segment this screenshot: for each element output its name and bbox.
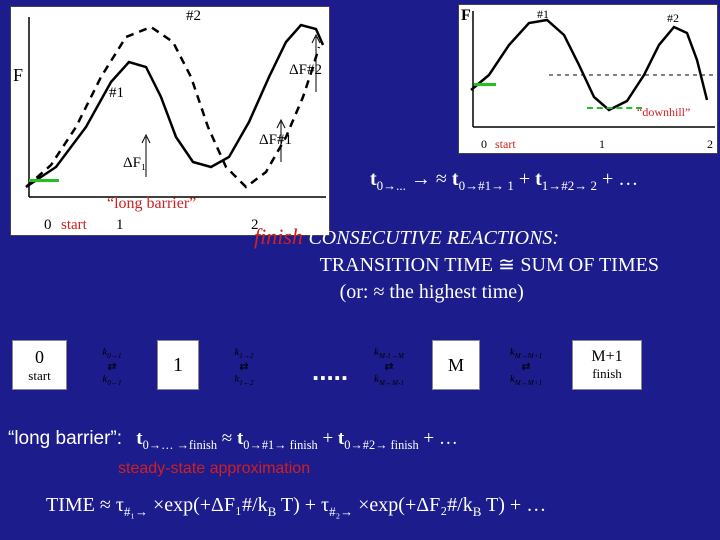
reaction-chain: 0 start 1 M M+1 finish k0→1⇄k0←1 k1→2⇄k1… — [12, 330, 702, 400]
graph1-long-barrier: “long barrier” — [107, 195, 196, 213]
headline-l1: CONSECUTIVE REACTIONS: — [308, 227, 559, 249]
eq1-lhs: t — [370, 168, 377, 190]
graph2-start: start — [495, 137, 516, 152]
graph2-tick-1: 1 — [599, 137, 605, 152]
equation-2: “long barrier”: t0→… →finish ≈ t0→#1→ fi… — [8, 428, 458, 453]
graph1-start-label: start — [61, 217, 87, 234]
energy-graph-1: F #1 #2 ΔF₁ ΔF#1 ΔF#2 “long barrier” 0 s… — [10, 6, 330, 236]
chain-box-0: 0 start — [12, 340, 67, 390]
graph1-curves — [11, 7, 331, 202]
graph2-mid-level — [587, 107, 642, 109]
graph1-dFnum1: ΔF#1 — [259, 132, 292, 149]
headline-l2c: SUM OF TIMES — [520, 254, 659, 276]
graph2-start-level — [474, 83, 496, 86]
chain-box-2: M — [432, 340, 480, 390]
headline-l3: (or: ≈ the highest time) — [340, 281, 524, 303]
headline-l2a: TRANSITION TIME — [320, 254, 499, 276]
chain-arrows-3: kM→M+1⇄kM←M+1 — [482, 346, 570, 387]
steady-state-text: steady-state approximation — [118, 460, 310, 478]
headline-l2b: ≅ — [498, 254, 515, 276]
graph1-start-level — [29, 179, 59, 182]
chain-dots: ..... — [312, 356, 348, 387]
graph1-peak2-label: #2 — [186, 8, 201, 25]
graph1-y-label: F — [13, 65, 23, 86]
chain-arrows-0: k0→1⇄k0←1 — [70, 346, 154, 387]
headline-block: finish CONSECUTIVE REACTIONS: TRANSITION… — [254, 222, 659, 306]
eq2-label: “long barrier”: — [8, 428, 122, 449]
graph2-tick-2: 2 — [707, 137, 713, 152]
graph1-peak1-label: #1 — [109, 85, 124, 102]
equation-3: TIME ≈ τ#₁→ ×exp(+ΔF₁#/kB T) + τ#₂→ ×exp… — [46, 494, 546, 520]
equation-1: t0→... → ≈ t0→#1→ 1 + t1→#2→ 2 + … — [370, 168, 638, 194]
graph2-downhill: “downhill” — [637, 105, 690, 120]
graph2-peak1: #1 — [537, 7, 549, 22]
chain-arrows-1: k1→2⇄k1←2 — [202, 346, 286, 387]
graph1-dF1: ΔF₁ — [123, 155, 146, 172]
graph2-peak2: #2 — [667, 11, 679, 26]
graph1-tick-1: 1 — [116, 217, 124, 234]
graph1-tick-0: 0 — [44, 217, 52, 234]
finish-label: finish — [254, 224, 303, 249]
chain-arrows-2: kM-1→M⇄kM←M-1 — [348, 346, 430, 387]
graph2-tick-0: 0 — [481, 137, 487, 152]
chain-box-3: M+1 finish — [572, 340, 642, 390]
chain-box-1: 1 — [157, 340, 199, 390]
graph1-dFnum2: ΔF#2 — [289, 62, 322, 79]
graph2-y-label: F — [461, 7, 471, 25]
energy-graph-2: F #1 #2 “downhill” 0 start 1 2 — [458, 4, 718, 154]
